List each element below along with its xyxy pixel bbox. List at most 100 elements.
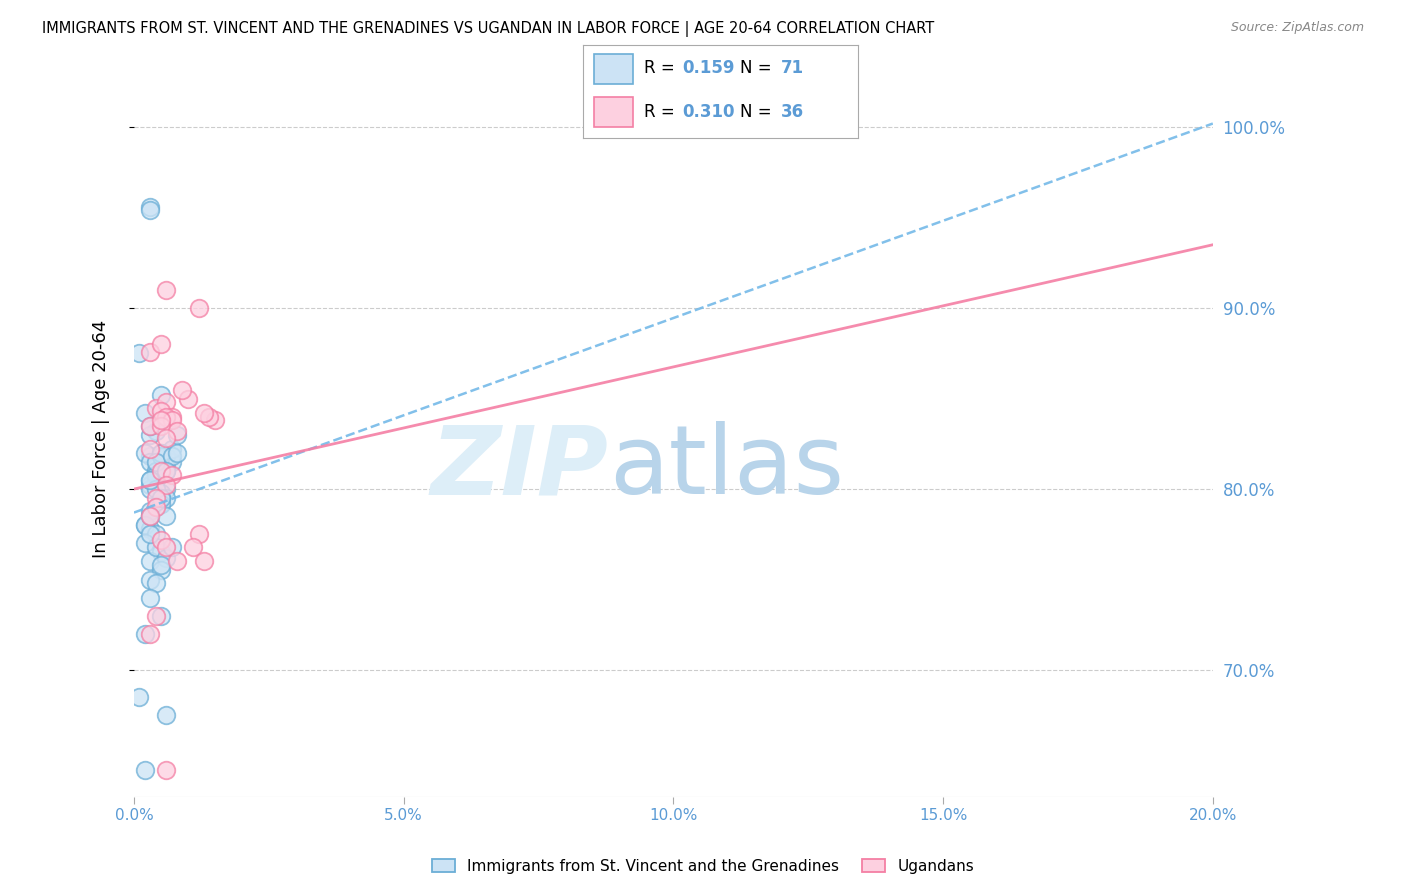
Point bbox=[139, 509, 162, 524]
Point bbox=[149, 558, 172, 572]
Point bbox=[149, 404, 172, 418]
Point bbox=[155, 409, 177, 424]
Point bbox=[145, 500, 167, 515]
Point bbox=[145, 482, 167, 496]
Point bbox=[187, 527, 209, 541]
Point bbox=[139, 473, 162, 487]
Point bbox=[134, 406, 156, 420]
Text: 0.310: 0.310 bbox=[682, 103, 735, 121]
Point bbox=[134, 763, 156, 777]
Point bbox=[149, 545, 172, 559]
Point bbox=[145, 473, 167, 487]
Point bbox=[139, 418, 162, 433]
Point bbox=[145, 467, 167, 482]
Point bbox=[166, 427, 188, 442]
Point bbox=[155, 450, 177, 464]
Point bbox=[155, 550, 177, 565]
Point bbox=[193, 406, 215, 420]
Point bbox=[149, 608, 172, 623]
Text: R =: R = bbox=[644, 60, 681, 78]
Point bbox=[155, 482, 177, 496]
Point bbox=[155, 540, 177, 554]
Bar bbox=[595, 97, 633, 127]
Point bbox=[160, 540, 183, 554]
Point bbox=[155, 763, 177, 777]
Text: 36: 36 bbox=[780, 103, 804, 121]
Point bbox=[145, 467, 167, 482]
Point bbox=[145, 608, 167, 623]
Point bbox=[139, 473, 162, 487]
Point bbox=[166, 424, 188, 438]
Text: 71: 71 bbox=[780, 60, 804, 78]
Point bbox=[149, 491, 172, 505]
Point bbox=[155, 478, 177, 492]
Point bbox=[149, 464, 172, 478]
Point bbox=[204, 413, 226, 427]
Text: Source: ZipAtlas.com: Source: ZipAtlas.com bbox=[1230, 21, 1364, 34]
Point bbox=[149, 388, 172, 402]
Point bbox=[145, 424, 167, 438]
Text: R =: R = bbox=[644, 103, 681, 121]
Point bbox=[145, 491, 167, 505]
Point bbox=[139, 478, 162, 492]
Point bbox=[134, 536, 156, 550]
Point bbox=[145, 455, 167, 469]
Point bbox=[145, 467, 167, 482]
Point bbox=[166, 554, 188, 568]
Point bbox=[166, 446, 188, 460]
Point bbox=[149, 485, 172, 500]
Point bbox=[139, 527, 162, 541]
Point bbox=[149, 418, 172, 433]
Point bbox=[139, 442, 162, 457]
Point bbox=[160, 413, 183, 427]
Text: 0.159: 0.159 bbox=[682, 60, 735, 78]
Point bbox=[177, 392, 200, 406]
Point bbox=[128, 346, 150, 360]
Point bbox=[149, 464, 172, 478]
Point bbox=[160, 450, 183, 464]
Point bbox=[155, 395, 177, 409]
Point bbox=[139, 591, 162, 605]
Point bbox=[160, 409, 183, 424]
Point bbox=[198, 409, 221, 424]
Point bbox=[139, 504, 162, 518]
Point bbox=[160, 455, 183, 469]
Point bbox=[149, 491, 172, 505]
Point bbox=[139, 554, 162, 568]
Point bbox=[139, 455, 162, 469]
Point bbox=[155, 491, 177, 505]
Text: N =: N = bbox=[740, 103, 776, 121]
Point bbox=[139, 418, 162, 433]
Point bbox=[134, 518, 156, 533]
Point bbox=[149, 337, 172, 351]
Point bbox=[149, 446, 172, 460]
Point bbox=[155, 283, 177, 297]
Point bbox=[139, 344, 162, 359]
Point bbox=[145, 460, 167, 475]
Y-axis label: In Labor Force | Age 20-64: In Labor Force | Age 20-64 bbox=[93, 320, 110, 558]
Text: IMMIGRANTS FROM ST. VINCENT AND THE GRENADINES VS UGANDAN IN LABOR FORCE | AGE 2: IMMIGRANTS FROM ST. VINCENT AND THE GREN… bbox=[42, 21, 935, 37]
Point bbox=[181, 540, 204, 554]
Point bbox=[145, 401, 167, 415]
Point bbox=[145, 500, 167, 515]
Point bbox=[139, 509, 162, 524]
Text: N =: N = bbox=[740, 60, 776, 78]
Text: ZIP: ZIP bbox=[430, 421, 609, 515]
Point bbox=[134, 518, 156, 533]
Text: atlas: atlas bbox=[609, 421, 844, 515]
Point bbox=[128, 690, 150, 705]
Point bbox=[193, 554, 215, 568]
Point bbox=[149, 446, 172, 460]
Point bbox=[145, 576, 167, 591]
Point bbox=[139, 573, 162, 587]
Point bbox=[139, 627, 162, 641]
Point bbox=[139, 482, 162, 496]
Point bbox=[134, 446, 156, 460]
Point bbox=[139, 522, 162, 536]
Point bbox=[155, 708, 177, 723]
Point bbox=[172, 383, 194, 397]
Bar bbox=[595, 54, 633, 84]
Point bbox=[160, 467, 183, 482]
Point bbox=[145, 464, 167, 478]
Point bbox=[134, 627, 156, 641]
